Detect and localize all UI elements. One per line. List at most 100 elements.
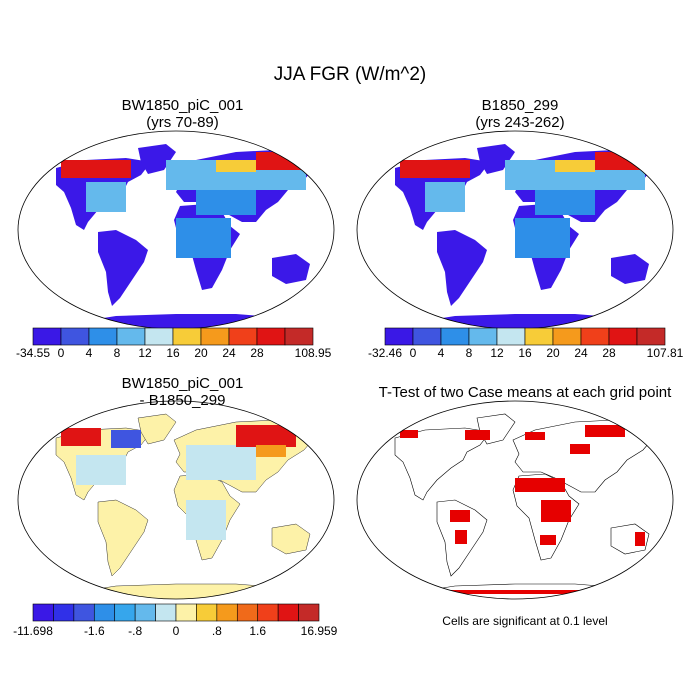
colorbar-swatch [257,603,279,622]
panel-title-top-right: B1850_299 (yrs 243-262) [350,97,690,131]
colorbar-label: 16.959 [300,624,338,638]
colorbar-label: 1.6 [249,624,267,638]
colorbar-label: 4 [437,346,445,360]
colorbar-label: 20 [546,346,560,360]
diff-blue-canada [111,430,141,448]
colorbar-label: 16 [518,346,532,360]
colorbar-swatch [552,327,582,346]
globe-outline [356,400,674,600]
colorbar-swatch [468,327,498,346]
panel-title-top-left: BW1850_piC_001 (yrs 70-89) [15,97,350,131]
colorbar-top-left [32,327,314,346]
colorbar-swatch [412,327,442,346]
colorbar-swatch [155,603,177,622]
colorbar-swatch [298,603,320,622]
colorbar-swatch [580,327,610,346]
colorbar-label: 108.95 [294,346,332,360]
diff-light-blue-africa [186,500,226,540]
significant-cells [400,425,645,594]
colorbar-label: -.8 [128,624,143,638]
colorbar-swatch [216,603,238,622]
panel-title-bottom-left-diff: - B1850_299 [139,392,226,409]
globe-outline [17,400,335,600]
colorbar-swatch [236,603,259,622]
colorbar-swatch [228,327,258,346]
colorbar-label: 24 [574,346,588,360]
panel-title-top-right-years: (yrs 243-262) [475,114,565,131]
africa-band [515,218,570,258]
colorbar-swatch [134,603,156,622]
panel-title-top-right-name: B1850_299 [481,97,559,114]
panel-title-top-left-years: (yrs 70-89) [146,114,219,131]
hot-canada [61,160,131,178]
diff-red-siberia [236,425,296,447]
map-top-left [17,130,335,330]
namerica-band [86,182,126,212]
significance-note: Cells are significant at 0.1 level [442,614,608,628]
colorbar-bottom-left [32,603,320,622]
colorbar-label: -32.46 [367,346,403,360]
hot-canada [400,160,470,178]
colorbar-label: 0 [172,624,180,638]
colorbar-label: 16 [166,346,180,360]
colorbar-label: 8 [465,346,473,360]
main-title: JJA FGR (W/m^2) [273,64,427,85]
diff-light-blue-asia [186,445,256,480]
map-bottom-right [356,400,674,600]
colorbar-swatch [440,327,470,346]
colorbar-swatch [116,327,146,346]
colorbar-label: 20 [194,346,208,360]
colorbar-top-right-labels: -32.46 0 4 8 12 16 20 24 28 107.81 [368,346,683,362]
colorbar-label: 12 [138,346,152,360]
colorbar-label: 0 [409,346,417,360]
colorbar-label: .8 [211,624,222,638]
colorbar-label: 28 [602,346,616,360]
colorbar-swatch [196,603,218,622]
colorbar-swatch [172,327,202,346]
yellow-patch [555,160,595,172]
map-bottom-left [17,400,335,600]
panel-title-top-left-name: BW1850_piC_001 [121,97,244,114]
colorbar-swatch [200,327,230,346]
colorbar-swatch [277,603,299,622]
colorbar-top-left-labels: -34.55 0 4 8 12 16 20 24 28 108.95 [16,346,331,362]
colorbar-swatch [144,327,174,346]
panel-title-bottom-right: T-Test of two Case means at each grid po… [378,384,672,401]
colorbar-label: -1.6 [83,624,105,638]
colorbar-swatch [524,327,554,346]
map-top-right [356,130,674,330]
colorbar-label: -34.55 [15,346,51,360]
namerica-band [425,182,465,212]
colorbar-swatch [32,603,54,622]
colorbar-label: 28 [250,346,264,360]
colorbar-label: 4 [85,346,93,360]
colorbar-swatch [53,603,75,622]
colorbar-swatch [636,327,666,346]
colorbar-swatch [60,327,90,346]
panel-title-bottom-left: BW1850_piC_001 - B1850_299 [15,375,350,409]
colorbar-swatch [32,327,62,346]
colorbar-label: 24 [222,346,236,360]
africa-band [176,218,231,258]
diff-orange-asia [256,445,286,457]
mid-band-asia [535,190,595,215]
panel-title-bottom-left-name: BW1850_piC_001 [121,375,244,392]
colorbar-label: -11.698 [13,624,53,638]
colorbar-swatch [93,603,116,622]
diff-light-blue-na [76,455,126,485]
colorbar-swatch [608,327,638,346]
colorbar-swatch [88,327,118,346]
colorbar-swatch [175,603,197,622]
colorbar-top-right [384,327,666,346]
colorbar-swatch [256,327,286,346]
colorbar-swatch [73,603,95,622]
colorbar-bottom-left-labels: -11.698 -1.6 -.8 0 .8 1.6 16.959 [13,624,337,640]
colorbar-label: 12 [490,346,504,360]
colorbar-label: 0 [57,346,65,360]
land-outline [394,413,656,599]
mid-band-asia [196,190,256,215]
colorbar-swatch [384,327,414,346]
diff-red-alaska [61,428,101,446]
yellow-patch [216,160,256,172]
colorbar-label: 8 [113,346,121,360]
